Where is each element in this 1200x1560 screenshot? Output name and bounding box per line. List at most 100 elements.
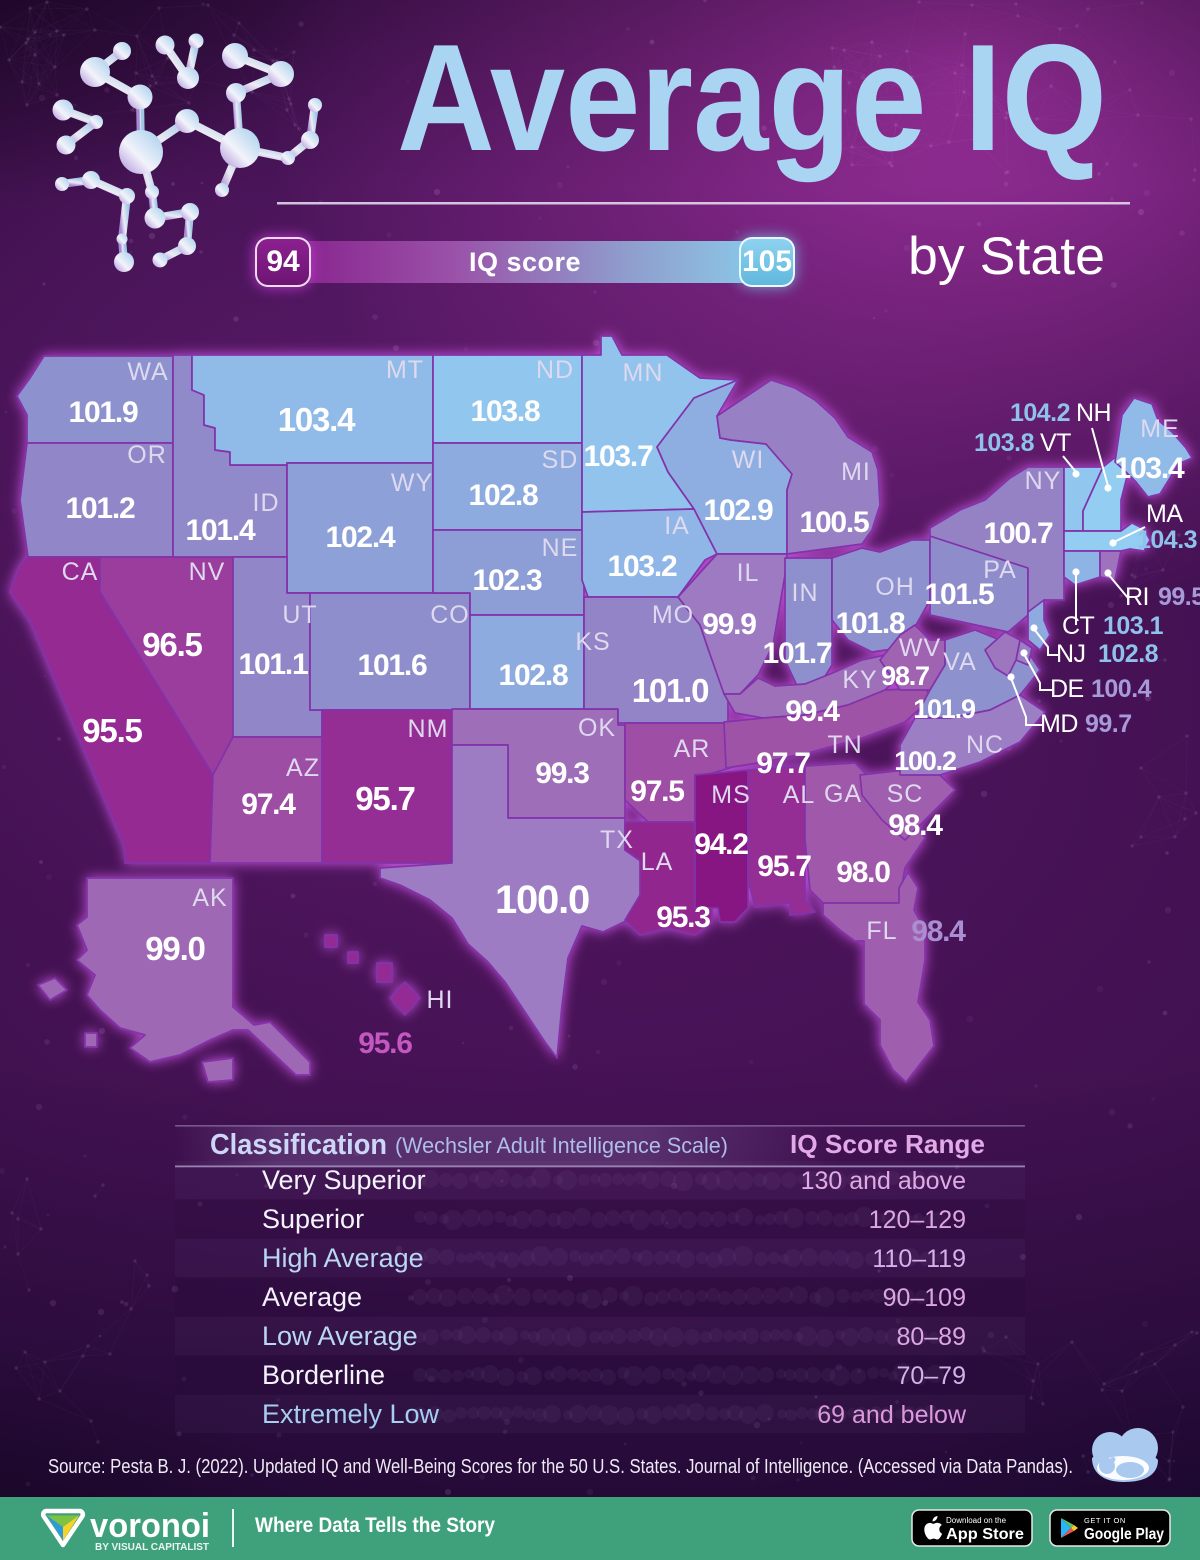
svg-text:100.0: 100.0 bbox=[495, 878, 589, 922]
svg-text:KS: KS bbox=[575, 628, 610, 656]
svg-text:High Average: High Average bbox=[262, 1243, 424, 1273]
svg-text:95.7: 95.7 bbox=[355, 780, 414, 817]
svg-text:120–129: 120–129 bbox=[869, 1206, 966, 1234]
svg-text:ME: ME bbox=[1140, 415, 1180, 443]
svg-text:WI: WI bbox=[732, 446, 765, 474]
svg-text:NJ: NJ bbox=[1056, 640, 1086, 668]
svg-text:99.9: 99.9 bbox=[702, 608, 756, 641]
svg-text:Average IQ: Average IQ bbox=[397, 13, 1107, 183]
svg-text:GET IT ON: GET IT ON bbox=[1084, 1516, 1126, 1525]
svg-text:DE: DE bbox=[1050, 675, 1084, 703]
svg-text:VA: VA bbox=[943, 648, 977, 676]
svg-text:CT: CT bbox=[1062, 612, 1095, 640]
svg-text:Where Data Tells the Story: Where Data Tells the Story bbox=[255, 1514, 495, 1537]
svg-text:90–109: 90–109 bbox=[883, 1284, 966, 1312]
svg-text:VT: VT bbox=[1040, 429, 1071, 457]
svg-text:98.4: 98.4 bbox=[911, 915, 966, 948]
svg-text:UT: UT bbox=[282, 601, 317, 629]
svg-text:WY: WY bbox=[391, 469, 433, 497]
svg-text:95.7: 95.7 bbox=[757, 850, 811, 883]
svg-text:104.2: 104.2 bbox=[1010, 399, 1070, 427]
svg-text:GA: GA bbox=[824, 780, 862, 808]
svg-text:AZ: AZ bbox=[286, 754, 320, 782]
svg-text:104.3: 104.3 bbox=[1137, 526, 1197, 554]
svg-text:97.4: 97.4 bbox=[241, 788, 296, 821]
svg-text:SC: SC bbox=[887, 780, 924, 808]
svg-text:NY: NY bbox=[1025, 467, 1062, 495]
svg-text:102.3: 102.3 bbox=[472, 564, 542, 597]
svg-text:102.9: 102.9 bbox=[703, 494, 773, 527]
svg-text:99.3: 99.3 bbox=[535, 757, 589, 790]
svg-text:TN: TN bbox=[827, 731, 862, 759]
svg-text:103.8: 103.8 bbox=[470, 395, 540, 428]
svg-text:101.0: 101.0 bbox=[632, 672, 709, 709]
svg-text:WV: WV bbox=[899, 634, 941, 662]
svg-text:NH: NH bbox=[1076, 399, 1111, 427]
svg-text:102.8: 102.8 bbox=[468, 479, 538, 512]
svg-text:102.8: 102.8 bbox=[1098, 640, 1159, 668]
svg-text:PA: PA bbox=[983, 556, 1017, 584]
svg-text:98.4: 98.4 bbox=[888, 809, 943, 842]
svg-text:101.9: 101.9 bbox=[913, 694, 976, 724]
svg-text:ND: ND bbox=[536, 356, 574, 384]
svg-text:CO: CO bbox=[430, 601, 470, 629]
svg-text:ID: ID bbox=[253, 489, 280, 517]
svg-text:SD: SD bbox=[542, 446, 579, 474]
svg-text:MT: MT bbox=[386, 356, 424, 384]
svg-text:MD: MD bbox=[1040, 710, 1078, 738]
svg-text:HI: HI bbox=[427, 986, 454, 1014]
svg-text:99.5: 99.5 bbox=[1158, 583, 1200, 611]
svg-text:MA: MA bbox=[1146, 500, 1183, 528]
svg-text:103.1: 103.1 bbox=[1103, 612, 1164, 640]
svg-text:IL: IL bbox=[737, 559, 760, 587]
svg-text:101.8: 101.8 bbox=[835, 607, 905, 640]
svg-text:MI: MI bbox=[841, 458, 871, 486]
svg-text:98.0: 98.0 bbox=[836, 856, 890, 889]
svg-text:IN: IN bbox=[792, 579, 819, 607]
svg-text:MO: MO bbox=[652, 601, 694, 629]
svg-text:IA: IA bbox=[664, 512, 690, 540]
svg-text:95.3: 95.3 bbox=[656, 901, 710, 934]
svg-text:AL: AL bbox=[783, 781, 816, 809]
svg-text:101.5: 101.5 bbox=[924, 578, 994, 611]
svg-text:KY: KY bbox=[842, 666, 877, 694]
svg-text:App Store: App Store bbox=[946, 1526, 1024, 1543]
svg-text:69 and below: 69 and below bbox=[817, 1401, 967, 1429]
svg-text:Borderline: Borderline bbox=[262, 1360, 385, 1390]
svg-text:OR: OR bbox=[127, 441, 167, 469]
svg-text:101.6: 101.6 bbox=[357, 649, 427, 682]
svg-text:NV: NV bbox=[189, 558, 226, 586]
svg-text:103.7: 103.7 bbox=[583, 440, 653, 473]
svg-text:OK: OK bbox=[578, 714, 616, 742]
svg-text:AR: AR bbox=[674, 735, 711, 763]
svg-text:Superior: Superior bbox=[262, 1204, 364, 1234]
svg-text:96.5: 96.5 bbox=[142, 626, 202, 663]
svg-text:103.4: 103.4 bbox=[1114, 452, 1185, 485]
svg-text:TX: TX bbox=[600, 826, 634, 854]
svg-text:103.8: 103.8 bbox=[974, 429, 1035, 457]
svg-text:100.4: 100.4 bbox=[1091, 675, 1152, 703]
svg-text:101.7: 101.7 bbox=[762, 637, 832, 670]
svg-text:102.8: 102.8 bbox=[498, 659, 568, 692]
svg-text:NC: NC bbox=[966, 731, 1004, 759]
svg-text:103.2: 103.2 bbox=[607, 550, 677, 583]
svg-text:NE: NE bbox=[542, 534, 579, 562]
svg-text:103.4: 103.4 bbox=[278, 401, 356, 438]
svg-text:101.1: 101.1 bbox=[238, 648, 308, 681]
svg-text:Low Average: Low Average bbox=[262, 1321, 418, 1351]
svg-text:100.7: 100.7 bbox=[983, 517, 1053, 550]
svg-text:94.2: 94.2 bbox=[694, 828, 748, 861]
svg-text:101.4: 101.4 bbox=[185, 514, 256, 547]
svg-text:OH: OH bbox=[875, 573, 915, 601]
svg-text:97.7: 97.7 bbox=[756, 747, 810, 780]
svg-text:WA: WA bbox=[127, 358, 168, 386]
svg-text:101.2: 101.2 bbox=[65, 492, 135, 525]
svg-text:130 and above: 130 and above bbox=[801, 1167, 966, 1195]
svg-text:100.2: 100.2 bbox=[894, 746, 956, 776]
svg-text:80–89: 80–89 bbox=[896, 1323, 966, 1351]
svg-text:99.4: 99.4 bbox=[785, 695, 840, 728]
svg-text:99.0: 99.0 bbox=[145, 930, 204, 967]
svg-text:100.5: 100.5 bbox=[799, 506, 869, 539]
svg-text:Google Play: Google Play bbox=[1084, 1526, 1164, 1543]
svg-text:Download on the: Download on the bbox=[946, 1516, 1007, 1525]
